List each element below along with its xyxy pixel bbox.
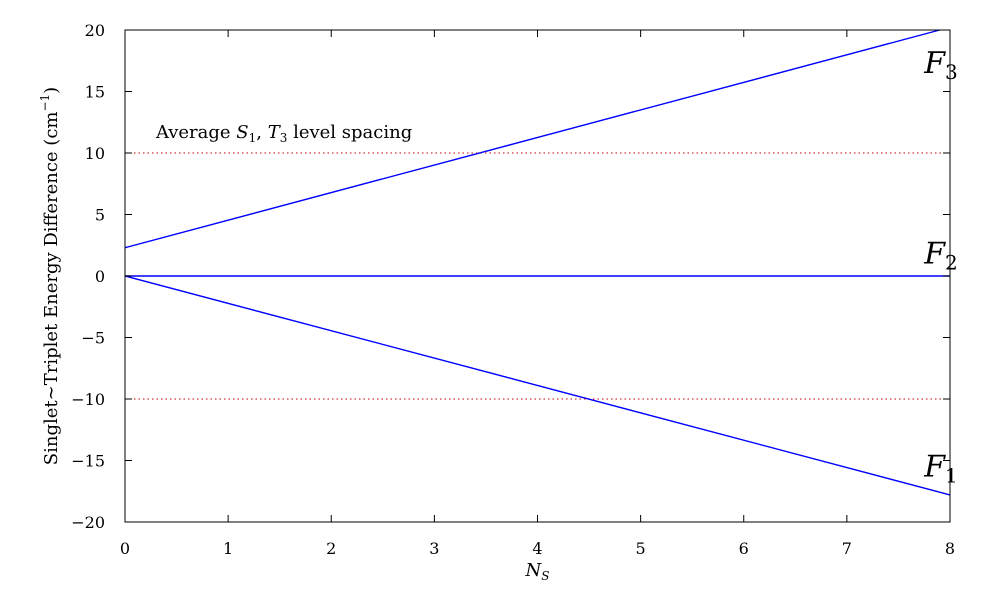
x-tick-label: 3 [429,539,439,558]
x-tick-label: 4 [532,539,542,558]
y-tick-label: 10 [85,144,105,163]
x-tick-label: 0 [120,539,130,558]
x-tick-label: 6 [739,539,749,558]
series-label-F2: F2 [923,237,958,275]
y-axis-title: Singlet∼Triplet Energy Difference (cm−1) [38,87,62,465]
y-tick-label: 5 [95,206,105,225]
y-tick-label: 15 [85,83,105,102]
y-tick-label: −10 [71,390,105,409]
x-tick-label: 2 [326,539,336,558]
x-tick-label: 7 [842,539,852,558]
y-tick-label: 0 [95,267,105,286]
y-tick-label: −5 [81,329,105,348]
series-labels: F3 F2 F1 [923,46,958,487]
x-tick-label: 8 [945,539,955,558]
x-tick-label: 5 [636,539,646,558]
series-line-F1 [124,275,951,496]
y-tick-label: −20 [71,513,105,532]
series-line-F3 [124,29,940,249]
y-tick-label: 20 [85,21,105,40]
series-label-F1: F1 [923,449,958,487]
x-axis-title: NS [525,560,550,583]
y-tick-label: −15 [71,452,105,471]
x-tick-label: 1 [223,539,233,558]
series-label-F3: F3 [923,46,958,84]
average-spacing-annotation: Average S1, T3 level spacing [155,122,412,145]
series-lines [124,29,951,496]
axis-ticks: 0 1 2 3 4 5 6 7 8 −20 −15 −10 −5 0 5 10 15 20 [71,21,955,558]
